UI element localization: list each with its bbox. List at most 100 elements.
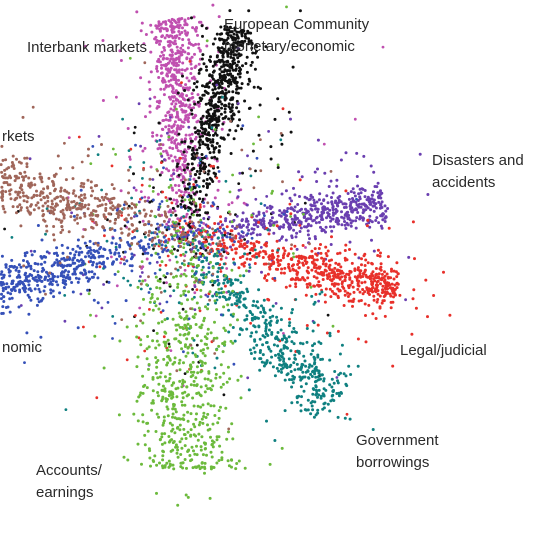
data-point (238, 291, 242, 295)
data-point (293, 193, 297, 197)
data-point (102, 283, 105, 286)
data-point (39, 198, 43, 202)
data-point (332, 274, 335, 278)
data-point (260, 360, 264, 364)
data-point (211, 42, 215, 46)
data-point (249, 241, 253, 245)
data-point (69, 215, 73, 219)
data-point (220, 50, 224, 54)
data-point (311, 392, 315, 396)
data-point (317, 220, 321, 224)
data-point (200, 369, 204, 373)
data-point (235, 87, 238, 91)
data-point (194, 130, 198, 134)
data-point (132, 186, 136, 190)
data-point (127, 213, 130, 217)
data-point (219, 244, 223, 248)
data-point (172, 275, 176, 279)
data-point (374, 317, 378, 320)
data-point (177, 417, 181, 421)
data-point (245, 269, 248, 273)
data-point (292, 327, 296, 330)
data-point (226, 31, 230, 35)
data-point (237, 86, 241, 90)
data-point (257, 133, 261, 137)
data-point (206, 91, 210, 95)
data-point (170, 186, 174, 190)
data-point (348, 277, 352, 281)
data-point (202, 415, 206, 418)
data-point (316, 167, 319, 171)
data-point (97, 135, 101, 138)
data-point (191, 351, 195, 355)
data-point (183, 171, 187, 174)
data-point (372, 190, 375, 194)
data-point (253, 350, 257, 354)
data-point (13, 174, 17, 178)
data-point (175, 45, 179, 49)
data-point (204, 248, 208, 252)
data-point (215, 356, 219, 360)
data-point (309, 352, 313, 356)
data-point (222, 241, 226, 245)
data-point (82, 268, 86, 272)
data-point (379, 282, 382, 286)
data-point (216, 262, 220, 265)
data-point (209, 115, 213, 118)
data-point (93, 184, 97, 188)
data-point (190, 16, 193, 20)
data-point (218, 84, 222, 88)
data-point (176, 282, 180, 286)
data-point (0, 144, 4, 148)
data-point (60, 219, 64, 223)
data-point (290, 199, 293, 203)
data-point (129, 216, 133, 220)
data-point (83, 196, 87, 200)
data-point (283, 378, 287, 382)
data-point (269, 157, 273, 161)
data-point (154, 346, 158, 350)
data-point (224, 274, 228, 278)
data-point (122, 455, 126, 459)
data-point (195, 85, 199, 89)
data-point (146, 242, 150, 246)
data-point (182, 215, 186, 218)
data-point (197, 423, 201, 427)
data-point (238, 66, 241, 70)
data-point (272, 224, 275, 227)
data-point (169, 66, 173, 70)
data-point (76, 326, 80, 330)
data-point (327, 265, 331, 269)
data-point (98, 265, 102, 269)
data-point (395, 275, 399, 279)
data-point (337, 198, 341, 202)
data-point (81, 235, 85, 239)
data-point (283, 362, 287, 366)
data-point (195, 453, 199, 457)
data-point (186, 430, 190, 434)
data-point (310, 249, 314, 253)
data-point (368, 293, 371, 296)
data-point (73, 261, 77, 265)
data-point (171, 415, 174, 419)
data-point (184, 22, 188, 26)
data-point (251, 248, 255, 252)
data-point (156, 235, 160, 239)
data-point (164, 344, 167, 348)
data-point (11, 205, 15, 209)
data-point (56, 275, 60, 279)
data-point (182, 193, 186, 197)
data-point (259, 202, 263, 206)
data-point (213, 37, 217, 41)
data-point (352, 199, 356, 203)
data-point (14, 197, 18, 200)
data-point (18, 195, 22, 199)
data-point (184, 283, 188, 287)
data-point (177, 311, 181, 315)
data-point (363, 264, 367, 267)
data-point (257, 288, 261, 292)
data-point (157, 343, 161, 347)
data-point (372, 249, 376, 253)
data-point (59, 199, 63, 203)
data-point (186, 298, 189, 302)
